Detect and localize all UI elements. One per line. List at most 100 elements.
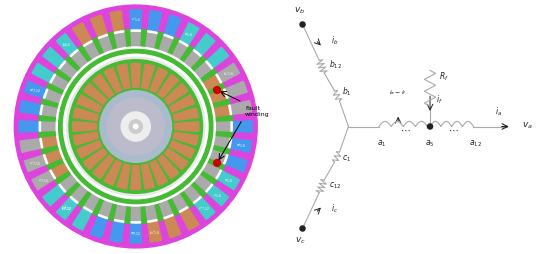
Wedge shape xyxy=(60,174,79,192)
Wedge shape xyxy=(24,82,48,99)
Wedge shape xyxy=(77,95,102,113)
Wedge shape xyxy=(150,161,168,186)
Wedge shape xyxy=(117,164,130,189)
Wedge shape xyxy=(50,170,55,179)
Wedge shape xyxy=(216,75,222,84)
Wedge shape xyxy=(183,184,200,203)
Wedge shape xyxy=(56,197,78,219)
Circle shape xyxy=(64,55,208,199)
Text: $\cdots$: $\cdots$ xyxy=(401,124,411,134)
Text: $b^c_{7\text{-}12}$: $b^c_{7\text{-}12}$ xyxy=(61,204,73,213)
Wedge shape xyxy=(148,220,162,242)
Circle shape xyxy=(107,99,165,155)
Wedge shape xyxy=(157,75,179,99)
Wedge shape xyxy=(193,35,215,57)
Wedge shape xyxy=(104,161,122,186)
Wedge shape xyxy=(212,106,230,117)
Wedge shape xyxy=(41,137,60,148)
Wedge shape xyxy=(224,155,247,172)
Circle shape xyxy=(56,48,215,206)
Wedge shape xyxy=(213,122,231,132)
Text: $v_a$: $v_a$ xyxy=(522,120,533,131)
Wedge shape xyxy=(131,222,141,223)
Wedge shape xyxy=(93,155,114,179)
Wedge shape xyxy=(164,35,173,39)
Wedge shape xyxy=(193,62,212,80)
Circle shape xyxy=(100,91,172,163)
Wedge shape xyxy=(40,106,43,115)
Wedge shape xyxy=(174,122,199,132)
Wedge shape xyxy=(24,155,48,172)
Text: $i_b$: $i_b$ xyxy=(331,34,338,47)
Wedge shape xyxy=(40,139,43,148)
Wedge shape xyxy=(115,202,126,221)
Wedge shape xyxy=(231,122,232,132)
Text: $b'_{1\text{-}6}$: $b'_{1\text{-}6}$ xyxy=(149,228,160,236)
Text: $a'_{7\text{-}12}$: $a'_{7\text{-}12}$ xyxy=(29,87,42,94)
Text: $c_1$: $c_1$ xyxy=(342,153,351,164)
Text: $i_c$: $i_c$ xyxy=(331,202,338,214)
Wedge shape xyxy=(99,198,113,218)
Wedge shape xyxy=(148,12,162,34)
Wedge shape xyxy=(41,106,60,117)
Circle shape xyxy=(300,226,305,231)
Wedge shape xyxy=(206,62,213,70)
Wedge shape xyxy=(164,84,188,105)
Wedge shape xyxy=(19,121,41,133)
Wedge shape xyxy=(45,90,64,104)
Text: $c'_{1\text{-}6}$: $c'_{1\text{-}6}$ xyxy=(130,17,141,24)
Wedge shape xyxy=(73,108,99,121)
Wedge shape xyxy=(171,43,187,62)
Wedge shape xyxy=(43,48,66,70)
Wedge shape xyxy=(43,184,66,206)
Text: Fault
winding: Fault winding xyxy=(245,106,270,117)
Wedge shape xyxy=(229,106,231,115)
Wedge shape xyxy=(98,35,108,39)
Wedge shape xyxy=(216,170,239,190)
Wedge shape xyxy=(131,166,141,190)
Wedge shape xyxy=(84,43,100,62)
Text: $\cdots$: $\cdots$ xyxy=(447,124,458,134)
Wedge shape xyxy=(56,35,78,57)
Wedge shape xyxy=(224,82,247,99)
Text: $a_{1\text{-}6}$: $a_{1\text{-}6}$ xyxy=(224,177,233,184)
Text: $a_1$: $a_1$ xyxy=(377,138,387,148)
Text: $i_a - i_f$: $i_a - i_f$ xyxy=(389,88,407,97)
Wedge shape xyxy=(115,31,124,34)
Circle shape xyxy=(427,124,433,130)
Wedge shape xyxy=(131,31,141,32)
Wedge shape xyxy=(159,36,173,56)
Wedge shape xyxy=(207,90,227,104)
Wedge shape xyxy=(40,122,58,132)
Wedge shape xyxy=(164,215,173,219)
Wedge shape xyxy=(216,64,239,84)
Wedge shape xyxy=(32,64,55,84)
Wedge shape xyxy=(91,215,108,238)
Wedge shape xyxy=(115,220,124,223)
Wedge shape xyxy=(229,101,251,115)
Wedge shape xyxy=(169,141,194,159)
Wedge shape xyxy=(99,36,113,56)
Wedge shape xyxy=(224,90,228,99)
Wedge shape xyxy=(73,207,92,230)
Wedge shape xyxy=(43,155,48,164)
Wedge shape xyxy=(201,162,220,178)
Wedge shape xyxy=(84,149,108,170)
Wedge shape xyxy=(193,197,215,219)
Wedge shape xyxy=(201,76,220,92)
Circle shape xyxy=(214,87,220,94)
Text: $b_{12}$: $b_{12}$ xyxy=(329,58,343,71)
Wedge shape xyxy=(130,11,141,32)
Wedge shape xyxy=(229,139,251,153)
Wedge shape xyxy=(110,220,124,242)
Wedge shape xyxy=(169,95,194,113)
Wedge shape xyxy=(45,150,64,164)
Wedge shape xyxy=(110,12,124,34)
Wedge shape xyxy=(131,32,141,50)
Wedge shape xyxy=(84,192,100,211)
Wedge shape xyxy=(179,207,188,213)
Wedge shape xyxy=(146,202,157,221)
Wedge shape xyxy=(229,139,231,148)
Wedge shape xyxy=(59,184,66,192)
Wedge shape xyxy=(164,149,188,170)
